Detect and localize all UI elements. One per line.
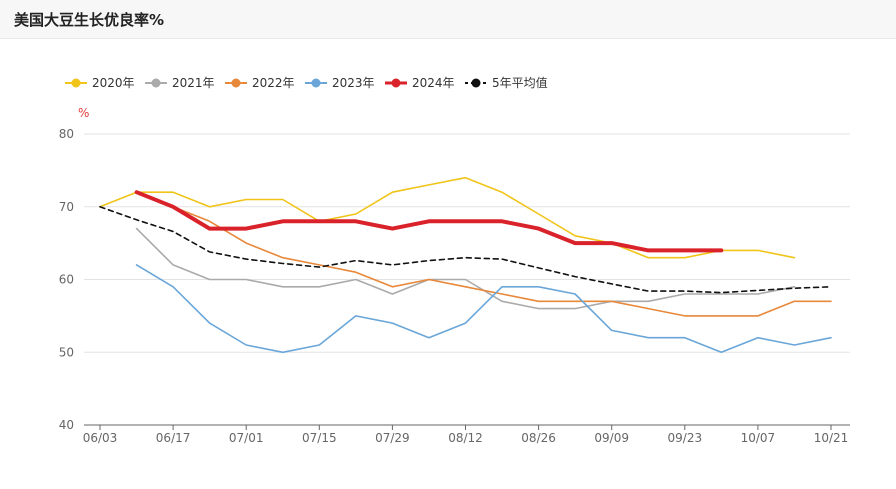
- x-tick-label: 06/17: [156, 431, 191, 445]
- legend-label: 2021年: [172, 76, 215, 90]
- x-tick-label: 10/07: [741, 431, 776, 445]
- x-axis-ticks: 06/03 06/17 07/01 07/15 07/29 08/12 08/26 09/09…: [83, 425, 849, 445]
- legend-swatch-marker: [471, 78, 481, 88]
- series-line-0: [99, 176, 796, 259]
- legend-label: 2020年: [92, 76, 135, 90]
- x-tick-label: 07/29: [375, 431, 410, 445]
- legend-item-0[interactable]: 2020年: [65, 76, 135, 90]
- y-axis-unit-label: %: [78, 106, 89, 120]
- x-tick-label: 06/03: [83, 431, 118, 445]
- x-tick-label: 10/21: [814, 431, 849, 445]
- legend-swatch-marker: [391, 78, 401, 88]
- legend-item-5[interactable]: 5年平均值: [465, 75, 548, 90]
- legend-item-1[interactable]: 2021年: [145, 76, 215, 90]
- chart-legend[interactable]: 2020年 2021年 2022年 2023年 2024年 5年平均值: [65, 75, 548, 90]
- page-title: 美国大豆生长优良率%: [14, 11, 165, 29]
- legend-swatch-marker: [231, 78, 241, 88]
- y-tick-label: 70: [59, 200, 74, 214]
- x-tick-label: 08/26: [521, 431, 556, 445]
- series-line-4: [134, 190, 724, 253]
- x-tick-label: 07/01: [229, 431, 264, 445]
- legend-swatch-marker: [71, 78, 81, 88]
- series-line-3: [135, 264, 832, 354]
- legend-item-4[interactable]: 2024年: [385, 76, 455, 90]
- series-line-5: [99, 206, 832, 294]
- legend-swatch-marker: [151, 78, 161, 88]
- chart-series: [99, 176, 832, 354]
- x-tick-label: 09/09: [594, 431, 629, 445]
- title-bar: 美国大豆生长优良率%: [0, 0, 896, 39]
- series-line-1: [135, 227, 796, 310]
- legend-label: 2022年: [252, 76, 295, 90]
- x-tick-label: 09/23: [668, 431, 703, 445]
- legend-item-3[interactable]: 2023年: [305, 76, 375, 90]
- legend-label: 2024年: [412, 76, 455, 90]
- y-tick-label: 60: [59, 273, 74, 287]
- legend-swatch-marker: [311, 78, 321, 88]
- y-axis-ticks: 40 50 60 70 80: [59, 127, 74, 432]
- y-tick-label: 80: [59, 127, 74, 141]
- series-line-2: [135, 191, 832, 317]
- legend-label: 5年平均值: [492, 75, 548, 90]
- legend-label: 2023年: [332, 76, 375, 90]
- x-tick-label: 07/15: [302, 431, 337, 445]
- y-tick-label: 50: [59, 345, 74, 359]
- legend-item-2[interactable]: 2022年: [225, 76, 295, 90]
- y-tick-label: 40: [59, 418, 74, 432]
- x-tick-label: 08/12: [448, 431, 483, 445]
